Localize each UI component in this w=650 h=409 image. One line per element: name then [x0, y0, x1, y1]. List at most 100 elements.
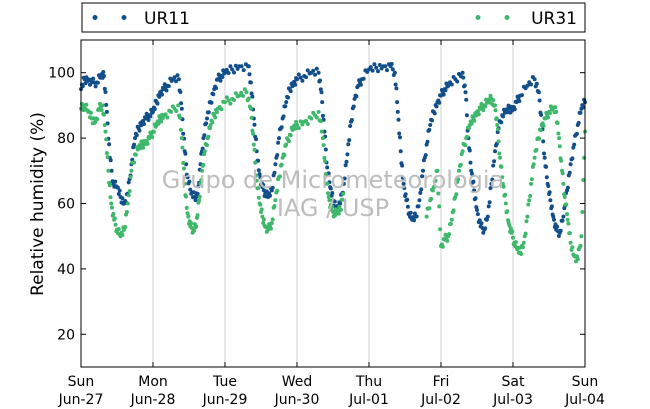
data-point: [256, 168, 261, 173]
data-point: [395, 109, 400, 114]
data-point: [551, 214, 556, 219]
data-point: [316, 109, 321, 114]
data-point: [293, 82, 298, 87]
data-point: [568, 162, 573, 167]
data-point: [559, 158, 564, 163]
data-point: [205, 116, 209, 121]
data-point: [284, 100, 289, 105]
data-point: [120, 196, 125, 201]
data-point: [389, 61, 394, 66]
data-point: [562, 195, 567, 199]
data-point: [181, 161, 186, 165]
data-point: [104, 109, 109, 114]
watermark-line: IAG / USP: [277, 194, 389, 222]
x-tick-label-day: Wed: [282, 374, 313, 390]
data-point: [241, 93, 245, 98]
data-point: [561, 214, 566, 219]
data-point: [372, 62, 377, 67]
data-point: [272, 170, 277, 175]
data-point: [437, 204, 442, 209]
data-point: [292, 79, 297, 84]
data-point: [286, 139, 291, 144]
data-point: [179, 106, 184, 111]
data-point: [110, 205, 114, 210]
data-point: [202, 133, 207, 138]
data-point: [270, 185, 275, 190]
data-point: [165, 115, 170, 120]
data-point: [128, 175, 133, 179]
data-point: [370, 68, 375, 73]
data-point: [193, 198, 198, 203]
data-point: [296, 72, 301, 77]
data-point: [314, 66, 319, 71]
data-point: [298, 75, 303, 80]
data-point: [233, 91, 238, 96]
data-point: [102, 74, 106, 78]
data-point: [116, 192, 121, 196]
data-point: [437, 100, 442, 105]
y-tick-label: 60: [57, 197, 75, 213]
data-point: [338, 201, 343, 206]
data-point: [248, 106, 253, 111]
data-point: [309, 116, 314, 121]
data-point: [233, 63, 238, 68]
data-point: [330, 204, 335, 209]
data-point: [206, 110, 211, 115]
data-point: [494, 116, 499, 121]
data-point: [537, 136, 542, 141]
data-point: [163, 112, 168, 117]
data-point: [107, 142, 112, 147]
legend-marker: [504, 15, 510, 20]
legend-box: [81, 2, 586, 33]
data-point: [254, 178, 259, 183]
legend-label: UR31: [531, 9, 577, 29]
data-point: [441, 92, 446, 97]
data-point: [488, 93, 493, 98]
data-point: [340, 197, 345, 202]
data-point: [532, 155, 537, 160]
data-point: [483, 226, 488, 231]
x-tick-label-day: Mon: [138, 374, 168, 390]
x-tick-label-date: Jul-02: [420, 392, 461, 408]
data-point: [288, 89, 293, 94]
data-point: [318, 119, 323, 124]
series-UR31: [79, 87, 587, 264]
data-point: [316, 70, 321, 75]
x-tick-label-date: Jun-27: [58, 392, 104, 408]
data-point: [137, 128, 142, 133]
data-point: [258, 202, 263, 207]
data-point: [416, 204, 421, 209]
data-point: [421, 168, 425, 173]
data-point: [449, 82, 454, 87]
data-point: [412, 218, 416, 223]
data-point: [211, 92, 216, 97]
data-point: [166, 84, 171, 89]
data-point: [537, 98, 542, 103]
data-point: [460, 149, 465, 154]
data-point: [517, 99, 522, 104]
data-point: [144, 138, 149, 143]
data-point: [534, 147, 539, 152]
data-point: [549, 204, 554, 209]
data-point: [431, 185, 436, 190]
data-point: [248, 80, 253, 85]
y-tick-label: 80: [57, 131, 75, 147]
data-point: [405, 204, 410, 209]
y-tick-label: 40: [57, 262, 75, 278]
data-point: [358, 82, 363, 87]
data-point: [169, 109, 173, 114]
data-point: [554, 109, 559, 114]
data-point: [576, 120, 581, 125]
data-point: [228, 64, 233, 69]
data-point: [150, 135, 155, 140]
legend-marker: [475, 15, 481, 20]
data-point: [395, 100, 400, 105]
data-point: [295, 77, 299, 82]
data-point: [239, 64, 244, 69]
data-point: [472, 188, 477, 193]
data-point: [159, 119, 164, 124]
data-point: [228, 101, 233, 106]
data-point: [200, 168, 204, 173]
data-point: [320, 136, 325, 141]
legend-item-UR31: UR31: [475, 9, 577, 29]
